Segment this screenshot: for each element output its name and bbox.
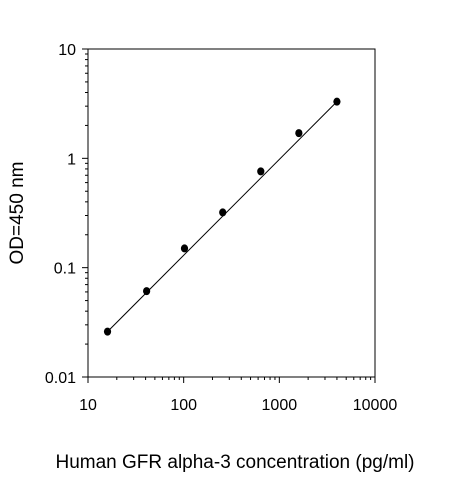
y-tick-label: 10 bbox=[58, 42, 76, 59]
plot-frame bbox=[87, 48, 376, 378]
x-tick-label: 1000 bbox=[262, 397, 298, 414]
fit-line bbox=[107, 101, 338, 332]
data-point bbox=[219, 208, 227, 217]
x-tick-label: 100 bbox=[170, 397, 197, 414]
data-point bbox=[333, 97, 341, 106]
y-axis-ticks: 0.01 0.1 1 10 bbox=[45, 42, 88, 387]
y-axis-title: OD=450 nm bbox=[7, 162, 28, 265]
data-points bbox=[103, 97, 341, 336]
x-tick-label: 10 bbox=[79, 397, 97, 414]
data-point bbox=[143, 287, 151, 296]
fit-line-layer bbox=[107, 101, 338, 332]
data-point bbox=[103, 327, 112, 336]
data-point bbox=[180, 244, 189, 253]
y-tick-label: 0.1 bbox=[54, 261, 76, 278]
data-point bbox=[257, 167, 265, 176]
y-tick-label: 0.01 bbox=[45, 370, 76, 387]
x-tick-label: 10000 bbox=[353, 397, 398, 414]
data-point bbox=[295, 129, 303, 138]
x-axis-ticks: 10 100 1000 10000 bbox=[79, 377, 397, 414]
x-axis-title: Human GFR alpha-3 concentration (pg/ml) bbox=[55, 452, 414, 473]
y-tick-label: 1 bbox=[67, 151, 76, 168]
plot-area-border bbox=[87, 48, 376, 378]
